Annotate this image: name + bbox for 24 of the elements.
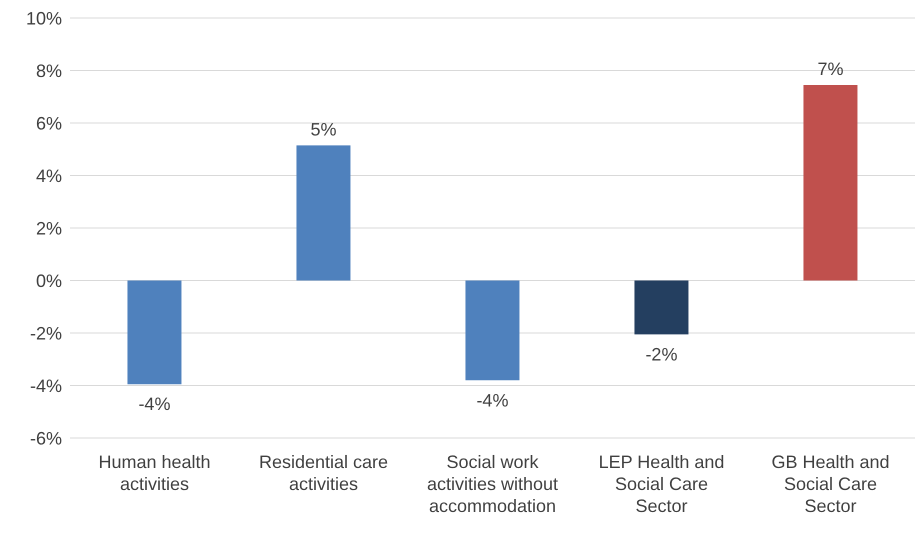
bar bbox=[803, 84, 858, 280]
x-tick-label: Human health activities bbox=[98, 452, 211, 494]
x-tick-label: LEP Health and Social Care Sector bbox=[598, 452, 724, 516]
y-tick-label: 4% bbox=[36, 166, 62, 186]
x-tick-label: Social work activities without accommodation bbox=[426, 452, 558, 516]
data-label: -4% bbox=[476, 390, 508, 410]
bar bbox=[296, 145, 350, 280]
data-label: -2% bbox=[645, 344, 678, 364]
bar bbox=[465, 280, 520, 380]
data-label: -4% bbox=[138, 394, 170, 414]
data-label: 7% bbox=[817, 58, 844, 79]
y-tick-label: 0% bbox=[36, 270, 62, 291]
y-tick-label: 6% bbox=[36, 113, 62, 134]
x-tick-label: Residential care activities bbox=[258, 452, 388, 494]
y-tick-label: -2% bbox=[30, 323, 62, 344]
y-tick-label: -4% bbox=[30, 376, 62, 396]
data-label: 5% bbox=[310, 119, 336, 140]
x-tick-label: GB Health and Social Care Sector bbox=[771, 452, 890, 516]
y-tick-label: 8% bbox=[36, 60, 62, 81]
y-tick-label: 2% bbox=[36, 218, 62, 238]
bar bbox=[634, 280, 688, 334]
y-tick-label: -6% bbox=[30, 428, 62, 448]
bar bbox=[127, 280, 182, 384]
y-tick-label: 10% bbox=[26, 8, 62, 28]
